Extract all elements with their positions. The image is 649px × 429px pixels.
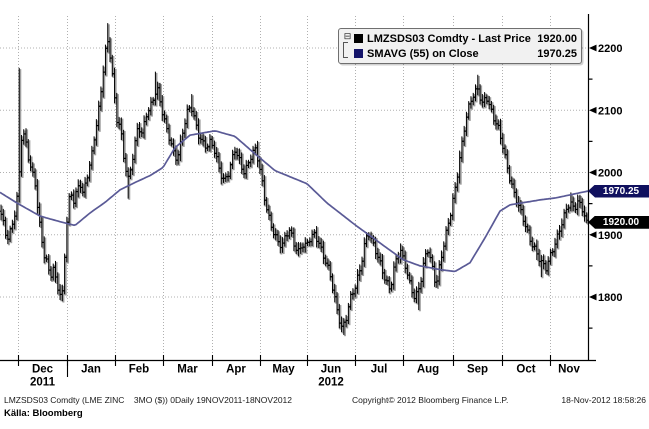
svg-text:Aug: Aug <box>417 364 439 376</box>
smavg-series-label: SMAVG (55) on Close <box>367 47 479 60</box>
svg-text:May: May <box>272 364 295 376</box>
svg-text:1900: 1900 <box>598 230 622 242</box>
source-caption: Källa: Bloomberg <box>4 408 83 419</box>
chart-legend: ⊟ LMZSDS03 Comdty - Last Price 1920.00 S… <box>338 28 582 64</box>
legend-item-smavg[interactable]: SMAVG (55) on Close 1970.25 <box>354 46 577 61</box>
svg-text:Oct: Oct <box>516 364 535 376</box>
svg-text:2011: 2011 <box>30 377 56 389</box>
smavg-series-value: 1970.25 <box>537 47 577 60</box>
footer-copyright: Copyright© 2012 Bloomberg Finance L.P. <box>352 395 509 405</box>
smavg-line <box>0 130 589 273</box>
svg-text:Apr: Apr <box>226 364 246 376</box>
price-series-swatch-icon <box>354 34 363 43</box>
legend-collapse-icon[interactable]: ⊟ <box>343 31 352 41</box>
svg-text:2000: 2000 <box>598 168 622 180</box>
svg-text:2012: 2012 <box>318 377 344 389</box>
footer-security-info: LMZSDS03 Comdty (LME ZINC 3MO ($)) 0Dail… <box>4 395 292 405</box>
chart-footer: LMZSDS03 Comdty (LME ZINC 3MO ($)) 0Dail… <box>0 395 649 406</box>
svg-text:Feb: Feb <box>129 364 149 376</box>
smavg-price-tag: 1970.25 <box>588 184 649 198</box>
footer-timestamp: 18-Nov-2012 18:58:26 <box>561 395 646 405</box>
smavg-series-swatch-icon <box>354 49 363 58</box>
price-series-label: LMZSDS03 Comdty - Last Price <box>367 32 531 45</box>
legend-bracket-icon <box>343 42 348 58</box>
legend-item-last-price[interactable]: LMZSDS03 Comdty - Last Price 1920.00 <box>354 31 577 46</box>
svg-text:1800: 1800 <box>598 292 622 304</box>
svg-text:2100: 2100 <box>598 105 622 117</box>
svg-text:Sep: Sep <box>467 364 488 376</box>
svg-text:Dec: Dec <box>32 364 54 376</box>
price-series-value: 1920.00 <box>537 32 577 45</box>
legend-expander: ⊟ <box>341 31 354 61</box>
last-price-tag: 1920.00 <box>588 215 649 229</box>
svg-text:Mar: Mar <box>177 364 198 376</box>
svg-text:Nov: Nov <box>558 364 580 376</box>
svg-text:Jul: Jul <box>371 364 388 376</box>
svg-text:Jun: Jun <box>321 364 341 376</box>
svg-text:2200: 2200 <box>598 43 622 55</box>
svg-text:Jan: Jan <box>81 364 101 376</box>
